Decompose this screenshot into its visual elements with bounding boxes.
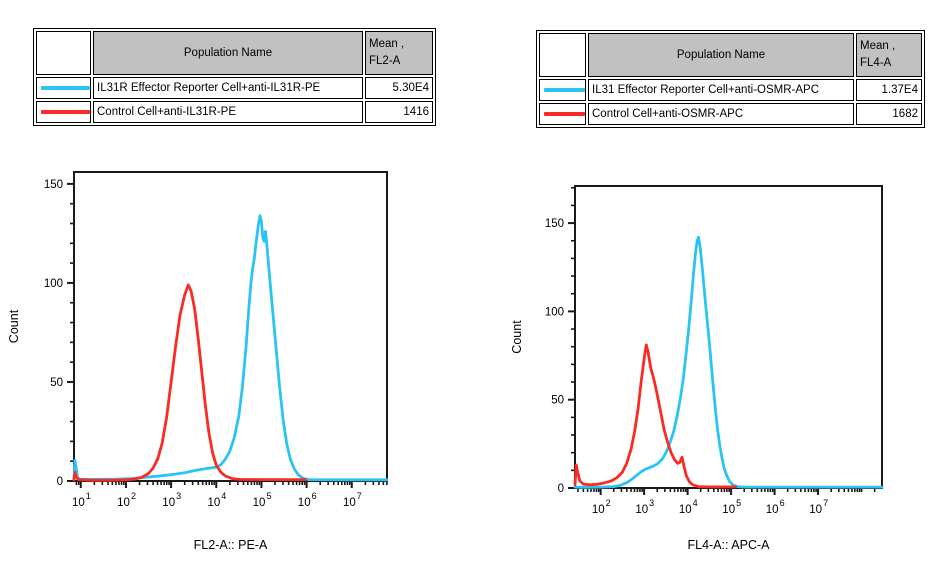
- curve-control-red: [573, 343, 737, 489]
- population-name: IL31R Effector Reporter Cell+anti-IL31R-…: [93, 77, 363, 99]
- x-axis-title: FL4-A:: APC-A: [688, 538, 771, 552]
- x-tick-label: 10: [253, 497, 266, 509]
- histogram-fl2a: 050100150101102103104105106107CountFL2-A…: [7, 171, 389, 552]
- cyan-series-swatch: [41, 86, 90, 90]
- series-swatch-cell: [36, 77, 91, 99]
- x-tick-label: 10: [117, 497, 130, 509]
- header-mean-line1: Mean ,: [860, 40, 896, 53]
- header-mean: Mean , FL4-A: [856, 33, 922, 77]
- x-tick-label: 10: [298, 497, 311, 509]
- x-tick-label: 10: [635, 504, 648, 516]
- x-tick-exponent: 4: [221, 491, 226, 501]
- table-row: Control Cell+anti-OSMR-APC 1682: [539, 103, 922, 125]
- x-tick-label: 10: [766, 504, 779, 516]
- series-swatch-cell: [539, 103, 586, 125]
- x-tick-exponent: 6: [780, 498, 785, 508]
- header-population-name: Population Name: [93, 31, 363, 75]
- header-population-name: Population Name: [588, 33, 854, 77]
- y-tick-label: 100: [545, 306, 564, 318]
- legend-table-fl2a: Population Name Mean , FL2-A IL31R Effec…: [33, 28, 436, 126]
- y-tick-label: 50: [50, 377, 63, 389]
- curve-control-red: [72, 283, 307, 482]
- series-swatch-cell: [36, 101, 91, 123]
- table-row: IL31 Effector Reporter Cell+anti-OSMR-AP…: [539, 79, 922, 101]
- y-axis-title: Count: [510, 320, 524, 354]
- plot-frame: [574, 185, 883, 489]
- x-tick-label: 10: [809, 504, 822, 516]
- legend-table-fl4a: Population Name Mean , FL4-A IL31 Effect…: [536, 30, 925, 128]
- plot-frame: [73, 171, 388, 482]
- header-swatch-cell: [36, 31, 91, 75]
- red-series-swatch: [41, 110, 90, 114]
- y-axis-title: Count: [7, 309, 21, 343]
- y-tick-label: 100: [44, 278, 63, 290]
- table-row: IL31R Effector Reporter Cell+anti-IL31R-…: [36, 77, 433, 99]
- x-tick-label: 10: [722, 504, 735, 516]
- x-tick-exponent: 5: [736, 498, 741, 508]
- axis-ticks: [568, 186, 876, 495]
- x-tick-label: 10: [679, 504, 692, 516]
- curve-positive-cyan: [72, 214, 389, 482]
- mean-value: 5.30E4: [365, 77, 433, 99]
- header-mean-line2: FL2-A: [369, 55, 401, 67]
- cyan-series-swatch: [544, 88, 585, 92]
- y-tick-label: 50: [551, 395, 564, 407]
- population-name: IL31 Effector Reporter Cell+anti-OSMR-AP…: [588, 79, 854, 101]
- mean-value: 1.37E4: [856, 79, 922, 101]
- population-name: Control Cell+anti-IL31R-PE: [93, 101, 363, 123]
- x-tick-exponent: 1: [86, 491, 91, 501]
- population-name: Control Cell+anti-OSMR-APC: [588, 103, 854, 125]
- header-mean: Mean , FL2-A: [365, 31, 433, 75]
- y-tick-label: 150: [44, 179, 63, 191]
- x-axis-title: FL2-A:: PE-A: [194, 538, 268, 552]
- mean-value: 1682: [856, 103, 922, 125]
- x-tick-label: 10: [343, 497, 356, 509]
- x-tick-exponent: 4: [693, 498, 698, 508]
- curve-positive-cyan: [573, 235, 884, 489]
- table-header-row: Population Name Mean , FL4-A: [539, 33, 922, 77]
- red-series-swatch: [544, 112, 585, 116]
- header-mean-line2: FL4-A: [860, 57, 892, 69]
- series-swatch-cell: [539, 79, 586, 101]
- y-tick-label: 0: [558, 483, 564, 495]
- x-tick-label: 10: [162, 497, 175, 509]
- x-tick-exponent: 6: [312, 491, 317, 501]
- x-tick-exponent: 2: [606, 498, 611, 508]
- x-tick-exponent: 3: [176, 491, 181, 501]
- y-tick-label: 150: [545, 218, 564, 230]
- x-tick-label: 10: [72, 497, 85, 509]
- axis-ticks: [67, 182, 388, 488]
- header-swatch-cell: [539, 33, 586, 77]
- histogram-fl4a: 050100150102103104105106107CountFL4-A:: …: [510, 185, 884, 552]
- table-header-row: Population Name Mean , FL2-A: [36, 31, 433, 75]
- mean-value: 1416: [365, 101, 433, 123]
- header-mean-line1: Mean ,: [369, 38, 405, 51]
- table-row: Control Cell+anti-IL31R-PE 1416: [36, 101, 433, 123]
- x-tick-label: 10: [207, 497, 220, 509]
- x-tick-exponent: 2: [131, 491, 136, 501]
- x-tick-exponent: 7: [357, 491, 362, 501]
- x-tick-exponent: 3: [649, 498, 654, 508]
- x-tick-exponent: 7: [823, 498, 828, 508]
- x-tick-exponent: 5: [266, 491, 271, 501]
- y-tick-label: 0: [57, 476, 63, 488]
- x-tick-label: 10: [592, 504, 605, 516]
